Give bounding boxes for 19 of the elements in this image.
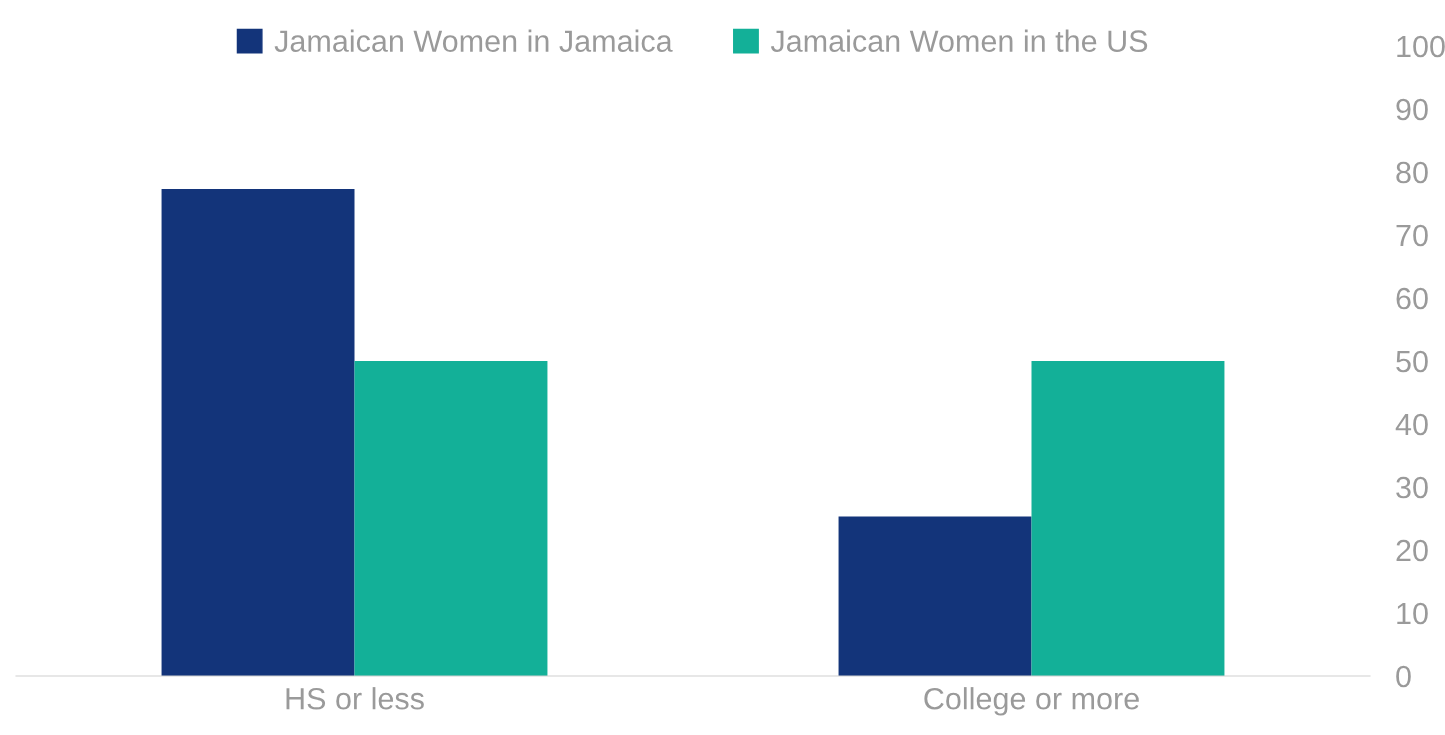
- y-tick-label: 70: [1396, 224, 1428, 247]
- bar: [354, 361, 548, 676]
- y-tick-label: 40: [1395, 413, 1428, 436]
- y-tick-label: 50: [1396, 350, 1428, 373]
- legend-label: Jamaican Women in Jamaica: [274, 29, 673, 53]
- bar: [161, 189, 355, 676]
- y-tick-label: 100: [1397, 35, 1445, 58]
- x-tick-label: HS or less: [286, 687, 424, 710]
- bar: [1031, 361, 1225, 676]
- bar: [838, 516, 1032, 676]
- y-tick-label: 20: [1396, 539, 1428, 562]
- y-tick-label: 90: [1396, 98, 1428, 121]
- legend-label: Jamaican Women in the US: [770, 29, 1148, 53]
- y-tick-label: 10: [1397, 602, 1428, 625]
- y-tick-label: 80: [1396, 161, 1428, 184]
- y-tick-label: 60: [1396, 287, 1428, 310]
- y-tick-label: 30: [1396, 476, 1428, 499]
- y-tick-label: 0: [1396, 665, 1411, 688]
- x-tick-label: College or more: [924, 687, 1139, 716]
